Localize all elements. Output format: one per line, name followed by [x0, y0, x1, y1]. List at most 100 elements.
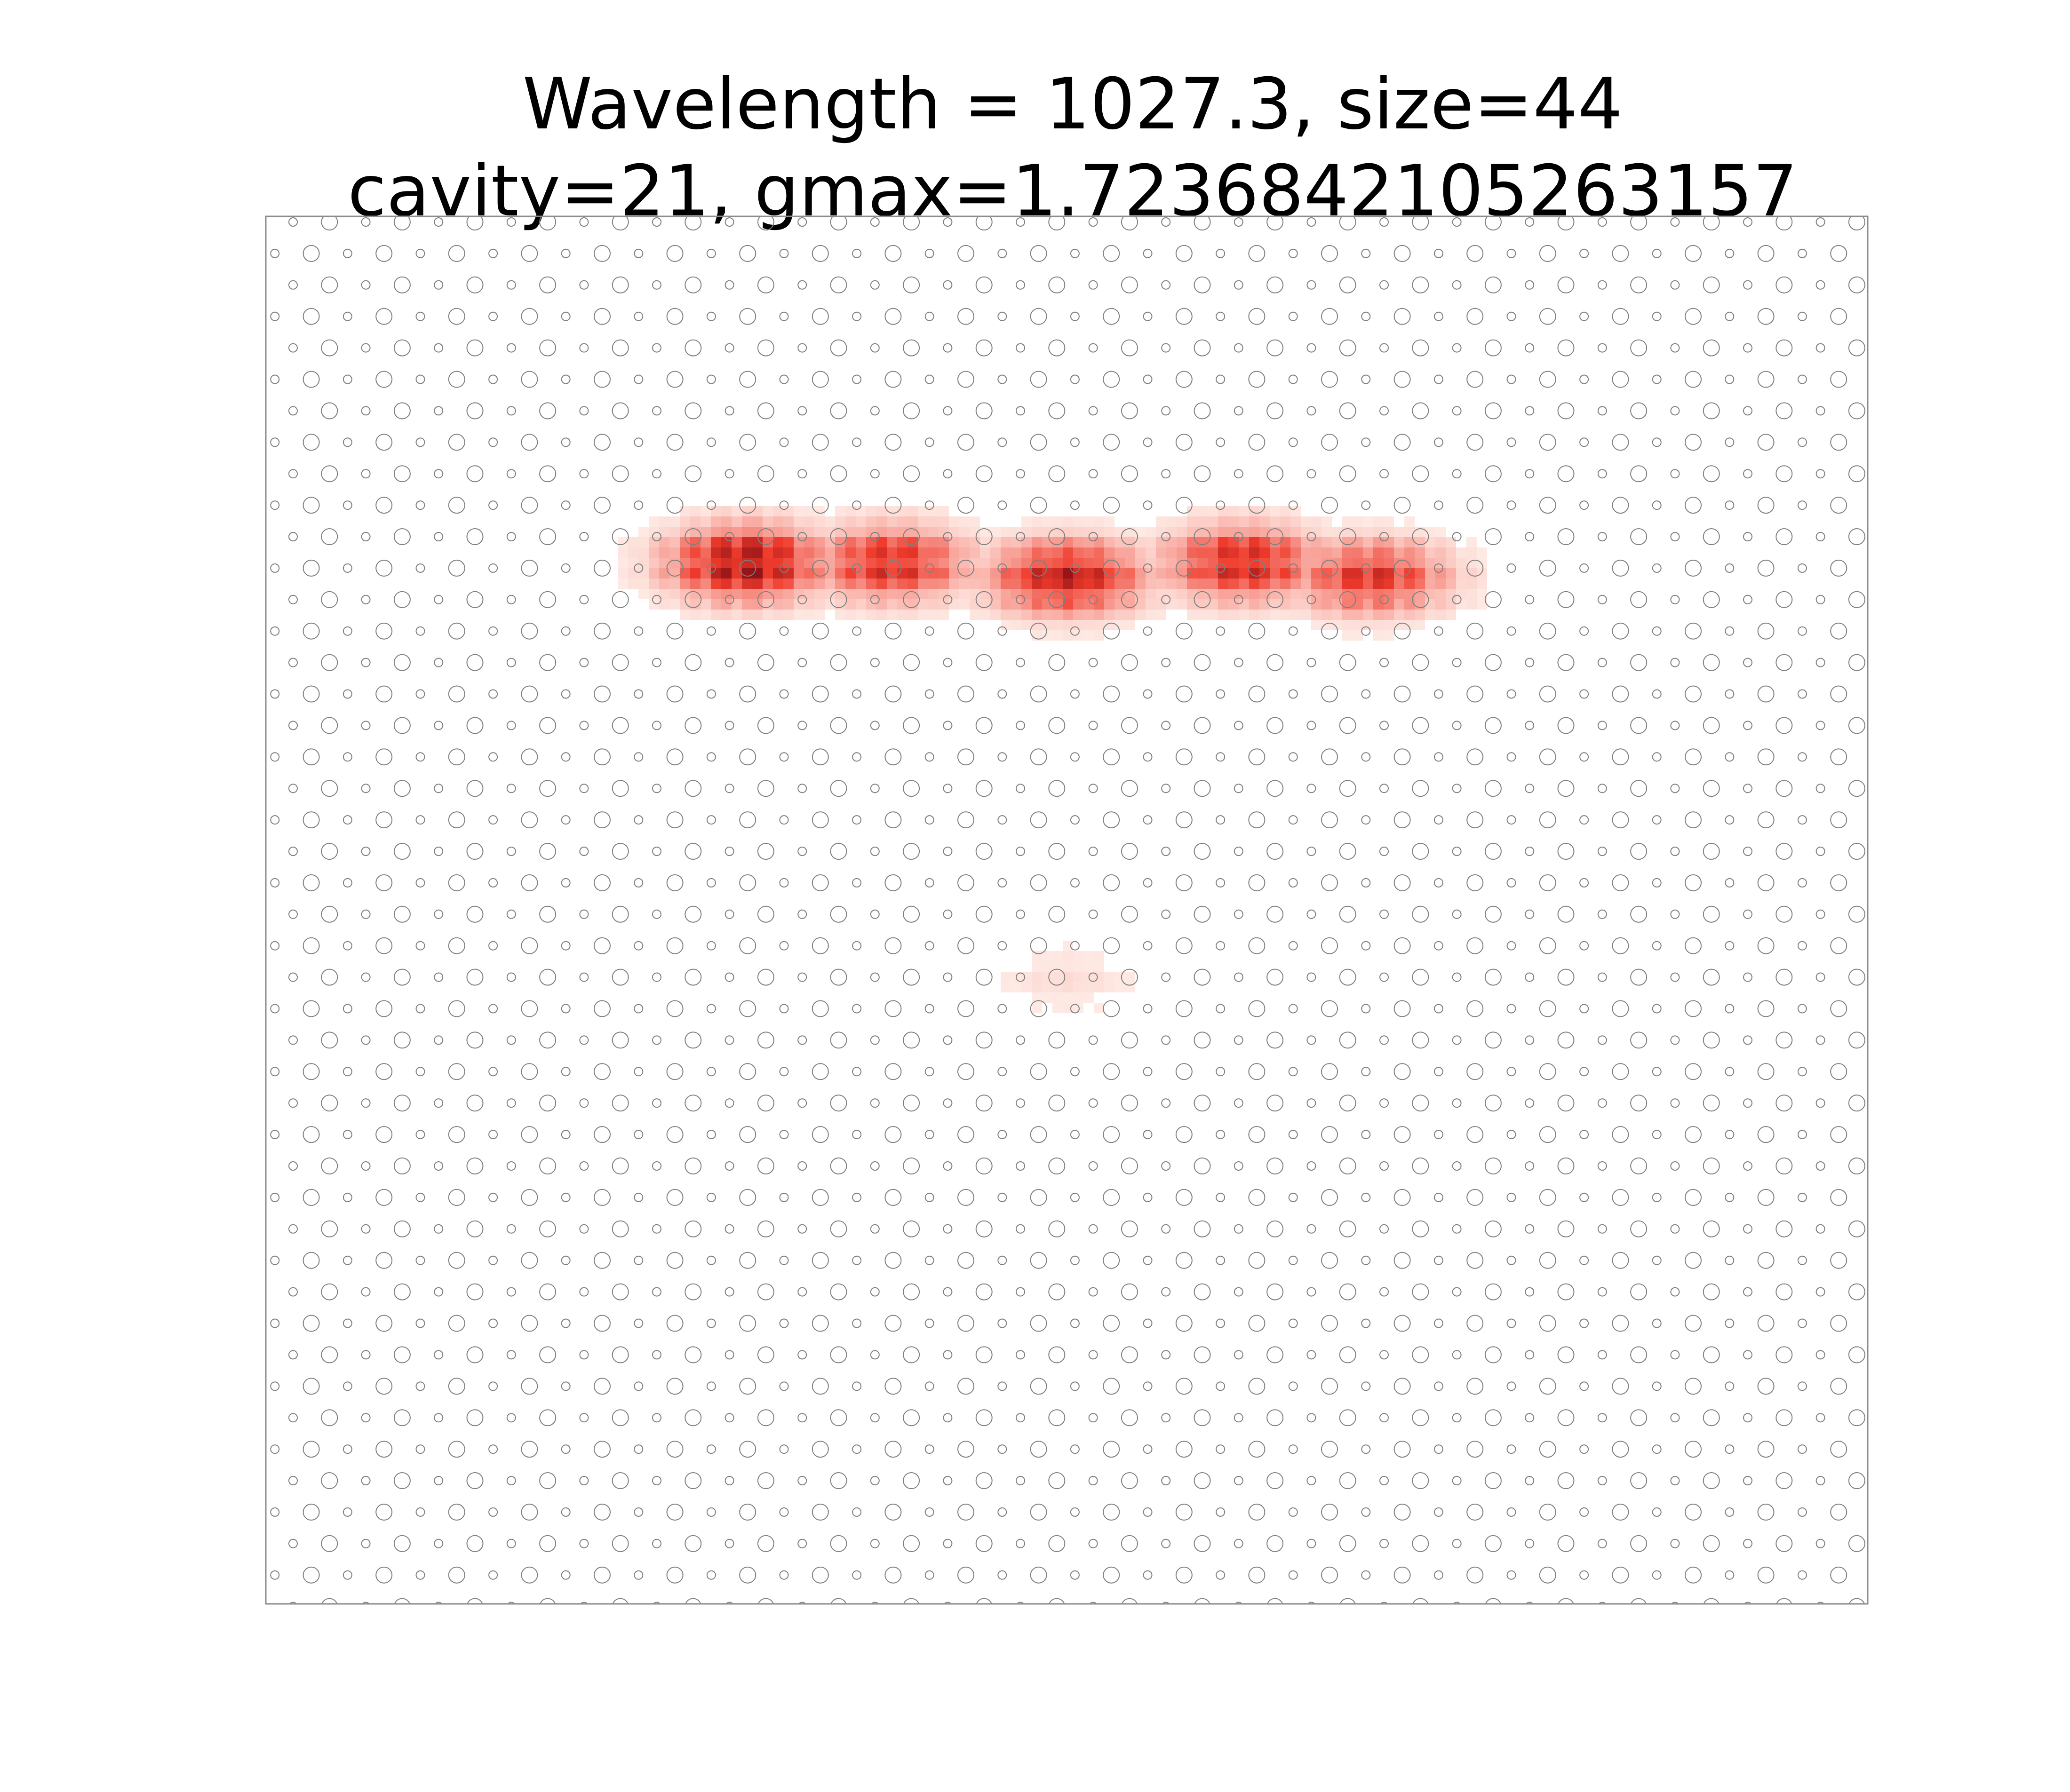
lattice-hole-large: [1339, 216, 1356, 230]
lattice-hole-large: [393, 843, 411, 860]
lattice-hole-large: [1703, 528, 1720, 545]
lattice-hole-large: [448, 874, 465, 891]
lattice-hole-small: [1943, 438, 1952, 446]
lattice-hole-large: [666, 622, 684, 640]
field-cell: [1032, 951, 1042, 961]
lattice-hole-small: [634, 689, 644, 699]
lattice-hole-small: [797, 532, 807, 541]
lattice-hole-small: [1379, 343, 1389, 353]
field-cell: [1156, 537, 1166, 547]
lattice-hole-large: [1612, 937, 1629, 954]
lattice-hole-large: [539, 843, 557, 860]
field-cell: [918, 579, 928, 589]
lattice-hole-small: [1016, 406, 1025, 416]
lattice-hole-small: [415, 1130, 425, 1140]
lattice-hole-small: [652, 784, 661, 793]
lattice-hole-small: [1797, 563, 1807, 573]
lattice-hole-large: [612, 1472, 629, 1489]
lattice-hole-large: [666, 1378, 684, 1395]
lattice-hole-large: [830, 1409, 847, 1427]
field-cell: [856, 610, 866, 620]
lattice-hole-small: [288, 847, 298, 856]
lattice-hole-large: [1848, 528, 1865, 545]
lattice-hole-large: [1685, 1126, 1702, 1143]
field-cell: [1177, 579, 1187, 589]
field-cell: [1032, 547, 1042, 558]
lattice-hole-large: [739, 1566, 756, 1584]
field-cell: [1104, 579, 1115, 589]
lattice-hole-small: [1379, 217, 1389, 227]
field-cell: [959, 579, 970, 589]
lattice-hole-small: [1652, 815, 1662, 825]
lattice-hole-small: [1597, 1224, 1607, 1234]
field-cell: [1001, 620, 1011, 630]
lattice-hole-small: [1088, 1098, 1098, 1108]
lattice-hole-large: [375, 748, 393, 766]
lattice-hole-large: [1339, 968, 1356, 986]
field-cell: [669, 558, 680, 568]
field-cell: [1446, 568, 1456, 579]
field-cell: [1011, 982, 1021, 992]
lattice-hole-small: [924, 1192, 934, 1202]
lattice-hole-large: [303, 434, 320, 451]
lattice-hole-large: [757, 1283, 774, 1300]
lattice-hole-large: [1412, 591, 1429, 608]
lattice-hole-small: [1743, 909, 1752, 919]
lattice-hole-large: [466, 654, 484, 671]
lattice-hole-small: [1234, 909, 1243, 919]
lattice-hole-small: [342, 815, 352, 825]
lattice-hole-large: [1103, 811, 1120, 829]
lattice-hole-small: [653, 1602, 661, 1604]
field-cell: [1394, 579, 1404, 589]
field-cell: [1332, 599, 1342, 610]
lattice-holes: [270, 216, 1952, 1673]
field-cell: [1290, 506, 1301, 516]
lattice-hole-large: [1321, 1063, 1338, 1080]
field-cell: [1363, 516, 1373, 527]
lattice-hole-large: [1757, 1503, 1775, 1521]
field-cell: [970, 516, 980, 527]
lattice-hole-large: [1830, 1126, 1847, 1143]
lattice-hole-large: [1321, 1566, 1338, 1584]
field-cell: [825, 547, 835, 558]
lattice-hole-small: [1234, 1035, 1243, 1045]
lattice-hole-large: [1466, 748, 1484, 766]
field-cell: [1404, 516, 1415, 527]
lattice-hole-large: [1103, 1063, 1120, 1080]
lattice-hole-large: [1630, 1346, 1648, 1364]
field-cell: [794, 589, 804, 599]
lattice-hole-small: [1815, 1413, 1825, 1423]
lattice-hole-large: [1757, 1189, 1775, 1206]
lattice-hole-small: [506, 532, 516, 541]
lattice-hole-small: [1743, 972, 1752, 982]
lattice-hole-large: [393, 402, 411, 420]
field-cell: [1042, 568, 1052, 579]
lattice-hole-small: [506, 1224, 516, 1234]
lattice-hole-small: [652, 1161, 661, 1171]
field-cell: [1083, 599, 1094, 610]
lattice-hole-small: [1306, 909, 1316, 919]
lattice-hole-large: [1103, 497, 1120, 514]
field-cell: [783, 610, 794, 620]
lattice-hole-small: [943, 217, 953, 227]
lattice-hole-large: [393, 1158, 411, 1174]
lattice-hole-small: [870, 1224, 880, 1234]
lattice-hole-large: [1266, 968, 1284, 986]
lattice-hole-small: [270, 1192, 280, 1202]
field-cell: [845, 547, 856, 558]
lattice-hole-small: [580, 1665, 588, 1673]
field-cell: [1228, 558, 1239, 568]
lattice-hole-large: [1757, 308, 1775, 325]
lattice-hole-small: [288, 343, 298, 353]
lattice-hole-large: [685, 1346, 702, 1364]
field-cell: [1146, 558, 1156, 568]
field-cell: [814, 537, 825, 547]
lattice-hole-large: [1030, 937, 1047, 954]
lattice-hole-large: [1103, 622, 1120, 640]
field-cell: [908, 599, 918, 610]
lattice-hole-small: [1579, 1004, 1589, 1014]
lattice-hole-small: [270, 563, 280, 573]
lattice-hole-large: [1175, 622, 1193, 640]
lattice-hole-small: [506, 909, 516, 919]
field-cell: [701, 558, 711, 568]
